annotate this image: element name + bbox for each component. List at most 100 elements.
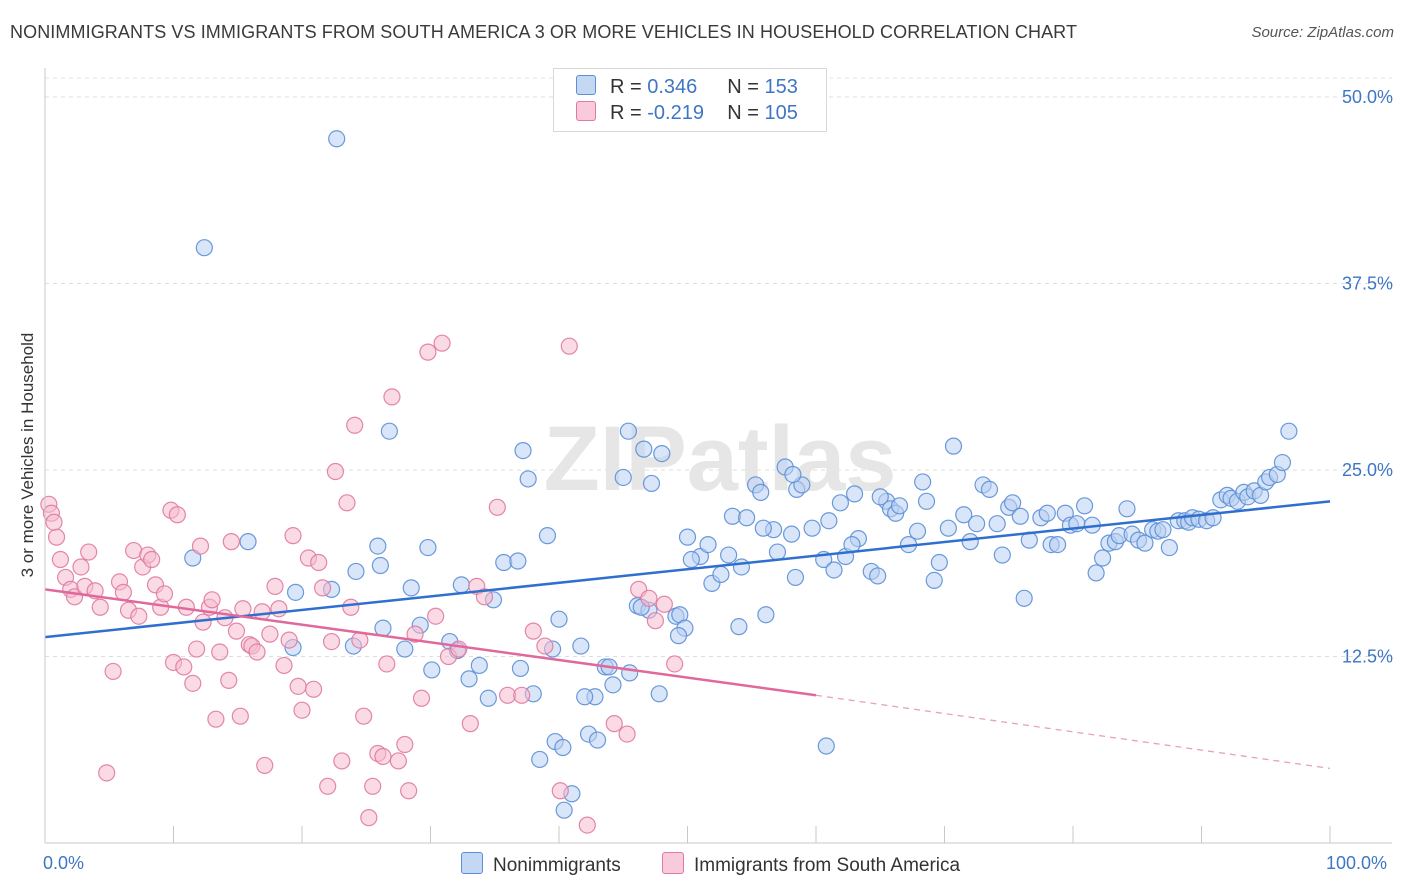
immigrant-point — [655, 595, 673, 613]
nonimmigrant-point — [732, 558, 751, 576]
nonimmigrant-point — [871, 488, 889, 506]
nonimmigrant-point — [369, 537, 387, 555]
immigrant-point — [378, 655, 396, 673]
immigrant-point — [524, 622, 542, 640]
nonimmigrant-point — [470, 656, 488, 675]
nonimmigrant-point — [1038, 504, 1056, 522]
axes — [44, 68, 1392, 844]
nonimmigrant-point — [738, 509, 756, 527]
nonimmigrant-point — [588, 731, 607, 749]
legend: R = 0.346 N = 153 R = -0.219 N = 105 — [553, 68, 827, 132]
y-axis-title: 3 or more Vehicles in Household — [18, 332, 37, 578]
nonimmigrant-point — [930, 553, 948, 572]
immigrant-point — [338, 494, 356, 512]
immigrant-point — [104, 662, 122, 681]
chart-source: Source: ZipAtlas.com — [1251, 24, 1394, 41]
nonimmigrant-point — [831, 494, 850, 512]
nonimmigrant-point — [757, 606, 775, 624]
nonimmigrant-point — [531, 750, 549, 769]
trend-line-immigrants — [44, 588, 817, 697]
nonimmigrant-point — [908, 522, 927, 540]
y-tick-label-3: 50.0% — [1342, 87, 1393, 107]
immigrant-point — [304, 680, 323, 698]
immigrant-point — [419, 343, 437, 361]
nonimmigrant-point — [712, 565, 730, 584]
immigrant-point — [488, 498, 506, 516]
nonimmigrant-point — [961, 533, 979, 551]
nonimmigrant-point — [955, 506, 973, 524]
legend-n-label: N = — [727, 102, 759, 124]
y-tick-label-2: 37.5% — [1342, 274, 1393, 294]
immigrant-point — [551, 782, 569, 800]
nonimmigrant-point — [555, 801, 573, 819]
immigrant-point — [383, 388, 401, 406]
trend-line-immigrants-extension — [815, 694, 1331, 770]
immigrant-point — [270, 600, 288, 618]
bottom-legend-label: Nonimmigrants — [493, 855, 621, 876]
legend-n-label: N = — [727, 76, 759, 98]
immigrant-point — [310, 553, 328, 572]
legend-r-value: 0.346 — [647, 76, 698, 98]
nonimmigrant-point — [374, 619, 392, 637]
immigrant-point — [125, 541, 143, 560]
nonimmigrant-point — [621, 664, 639, 682]
nonimmigrant-point — [980, 480, 999, 498]
nonimmigrant-point — [914, 473, 932, 491]
nonimmigrant-point — [1075, 497, 1094, 515]
nonimmigrant-point — [988, 515, 1006, 533]
nonimmigrant-point — [239, 533, 257, 551]
nonimmigrant-point — [944, 437, 963, 455]
immigrant-point — [51, 550, 70, 569]
nonimmigrant-point — [682, 550, 700, 569]
chart-title: NONIMMIGRANTS VS IMMIGRANTS FROM SOUTH A… — [10, 22, 1078, 42]
immigrant-point — [406, 625, 424, 643]
nonimmigrant-point — [890, 497, 909, 515]
legend-swatch-blue — [576, 75, 596, 95]
nonimmigrant-point — [869, 567, 887, 585]
nonimmigrant-point — [642, 474, 661, 493]
nonimmigrant-point — [650, 685, 668, 703]
immigrant-point — [355, 707, 373, 725]
nonimmigrant-point — [993, 546, 1011, 564]
nonimmigrant-point — [939, 519, 957, 537]
immigrant-point — [289, 677, 307, 695]
nonimmigrant-point — [460, 670, 478, 688]
nonimmigrant-point — [519, 470, 537, 488]
immigrant-point — [333, 752, 351, 770]
immigrant-point — [211, 643, 229, 661]
series-nonimmigrants — [184, 130, 1298, 819]
immigrant-point — [396, 735, 414, 754]
immigrant-point — [360, 809, 378, 827]
nonimmigrant-point — [678, 528, 697, 546]
immigrant-point — [227, 622, 246, 640]
nonimmigrant-point — [1093, 549, 1112, 567]
nonimmigrant-point — [817, 737, 835, 755]
bottom-legend-nonimmigrants: Nonimmigrants — [461, 852, 621, 877]
immigrant-point — [98, 764, 116, 782]
legend-row-immigrants: R = -0.219 N = 105 — [576, 101, 798, 125]
nonimmigrant-point — [509, 552, 527, 570]
x-tick-label-min: 0.0% — [43, 853, 85, 873]
watermark: ZIPatlas — [544, 408, 897, 510]
nonimmigrant-point — [754, 519, 772, 537]
immigrant-point — [114, 583, 132, 601]
nonimmigrant-point — [1015, 589, 1033, 607]
nonimmigrant-point — [1048, 535, 1067, 554]
y-tick-label-1: 25.0% — [1342, 460, 1393, 480]
nonimmigrant-point — [1011, 507, 1029, 525]
nonimmigrant-point — [803, 519, 821, 537]
immigrant-point — [293, 701, 311, 719]
legend-r-value: -0.219 — [647, 102, 704, 124]
immigrant-point — [280, 631, 298, 649]
immigrant-point — [184, 674, 202, 692]
immigrant-point — [47, 528, 66, 546]
nonimmigrant-point — [452, 576, 470, 594]
legend-swatch-pink — [576, 101, 596, 121]
nonimmigrant-point — [1273, 453, 1292, 472]
immigrant-point — [605, 715, 623, 733]
bottom-legend-immigrants: Immigrants from South America — [662, 852, 960, 877]
bottom-legend-label: Immigrants from South America — [694, 855, 961, 876]
immigrant-point — [45, 513, 63, 531]
nonimmigrant-point — [845, 485, 864, 503]
nonimmigrant-point — [347, 562, 365, 581]
